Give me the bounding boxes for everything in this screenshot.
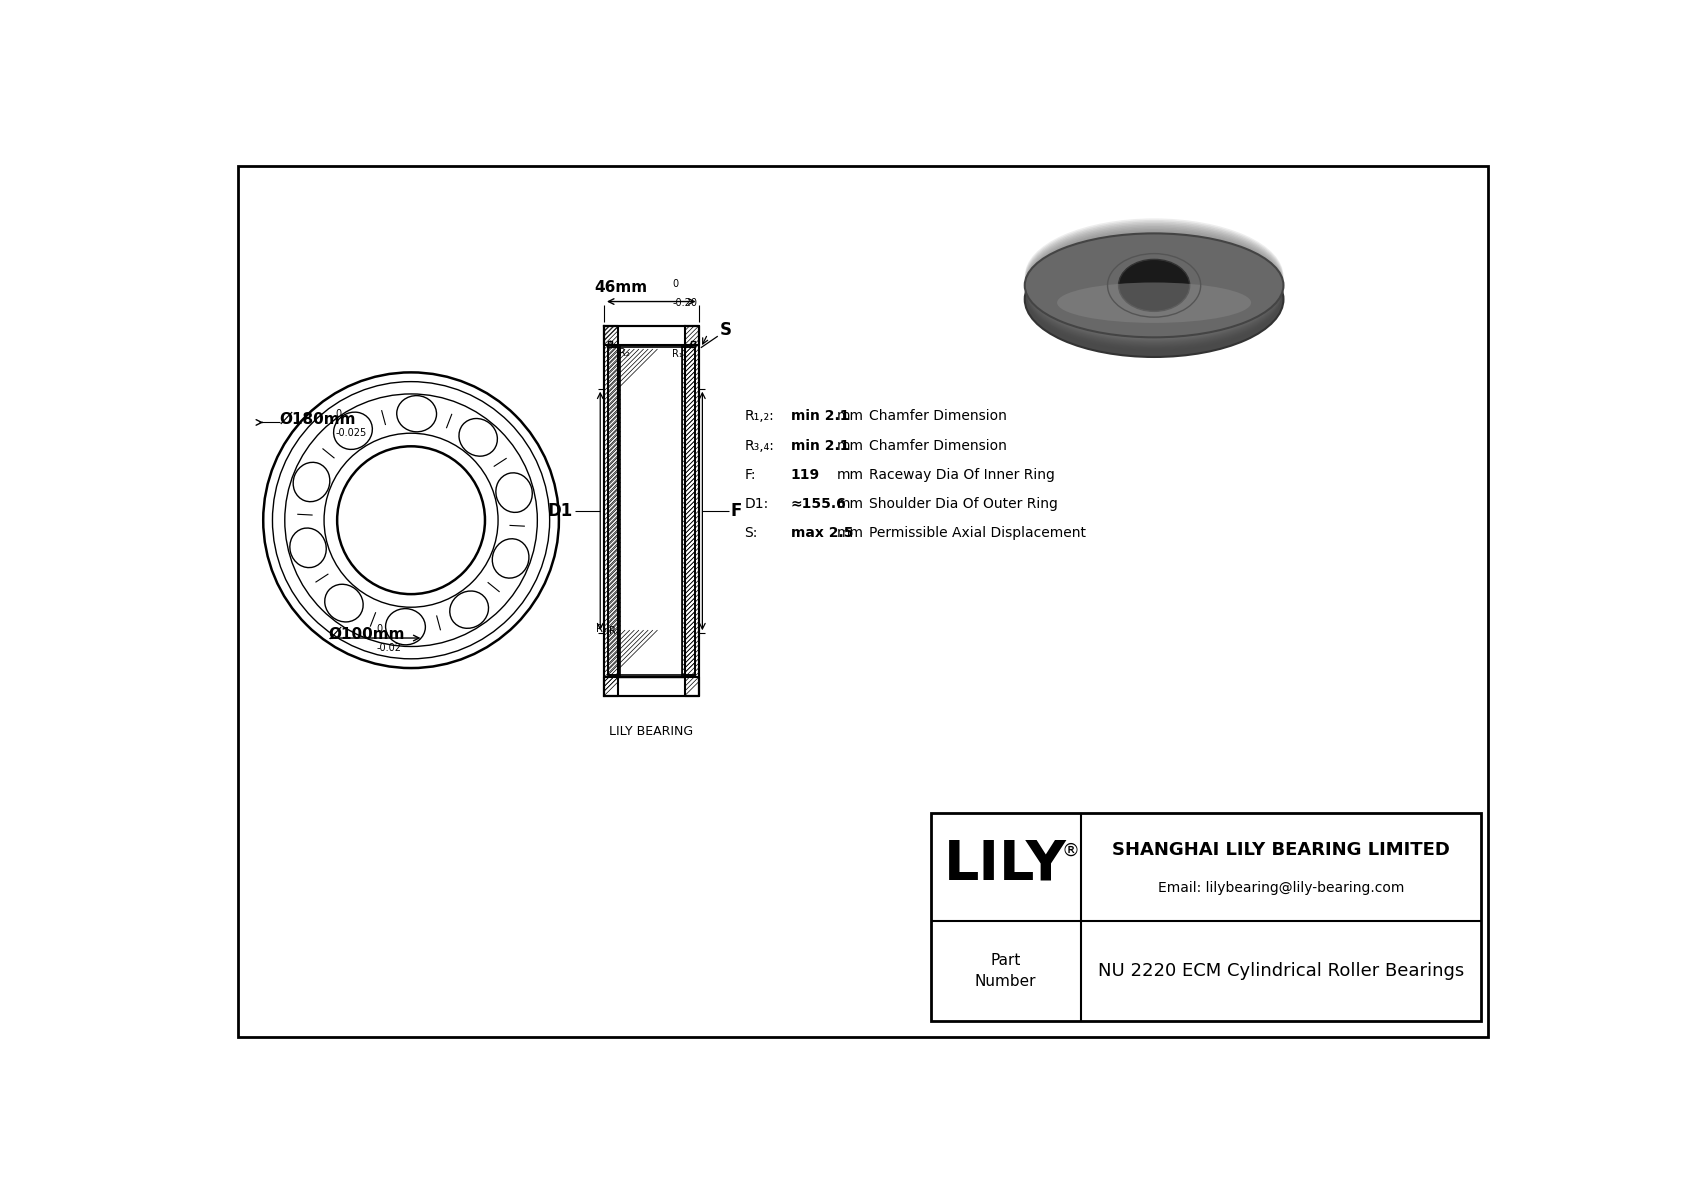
Ellipse shape — [1027, 245, 1282, 350]
Text: mm: mm — [837, 468, 864, 482]
Ellipse shape — [1026, 237, 1282, 345]
Text: min 2.1: min 2.1 — [791, 438, 849, 453]
Bar — [685, 326, 699, 696]
Ellipse shape — [1026, 235, 1282, 344]
Text: Raceway Dia Of Inner Ring: Raceway Dia Of Inner Ring — [869, 468, 1056, 482]
Text: Ø180mm: Ø180mm — [280, 411, 357, 426]
Text: R₃: R₃ — [596, 624, 606, 634]
Ellipse shape — [1026, 232, 1282, 342]
Text: ®: ® — [1061, 842, 1079, 860]
Ellipse shape — [1026, 218, 1283, 333]
Text: R₁,₂:: R₁,₂: — [744, 410, 775, 423]
Text: ≈155.6: ≈155.6 — [791, 497, 847, 511]
Ellipse shape — [1027, 244, 1282, 349]
Text: LILY: LILY — [945, 837, 1068, 892]
Text: -0.20: -0.20 — [674, 299, 697, 308]
Text: Chamfer Dimension: Chamfer Dimension — [869, 410, 1007, 423]
Ellipse shape — [1026, 224, 1283, 337]
Ellipse shape — [1026, 233, 1282, 343]
Text: Chamfer Dimension: Chamfer Dimension — [869, 438, 1007, 453]
Text: F: F — [731, 501, 741, 520]
Text: 0: 0 — [335, 409, 342, 418]
Text: S:: S: — [744, 526, 758, 541]
Text: Permissible Axial Displacement: Permissible Axial Displacement — [869, 526, 1086, 541]
Text: R₂: R₂ — [620, 348, 630, 357]
Text: mm: mm — [837, 497, 864, 511]
Text: -0.02: -0.02 — [377, 643, 401, 654]
Ellipse shape — [1027, 248, 1282, 351]
Ellipse shape — [1026, 223, 1283, 337]
Text: SHANGHAI LILY BEARING LIMITED: SHANGHAI LILY BEARING LIMITED — [1111, 841, 1450, 859]
Text: R₁: R₁ — [672, 349, 684, 360]
Bar — [605, 676, 699, 696]
Bar — [620, 347, 682, 675]
Bar — [605, 326, 618, 696]
Bar — [620, 630, 684, 673]
Text: D1:: D1: — [744, 497, 768, 511]
Bar — [605, 326, 699, 345]
Text: S: S — [721, 322, 733, 339]
Text: 0: 0 — [674, 279, 679, 289]
Bar — [605, 326, 699, 696]
Text: Shoulder Dia Of Outer Ring: Shoulder Dia Of Outer Ring — [869, 497, 1058, 511]
Text: D1: D1 — [547, 501, 573, 520]
Text: mm: mm — [837, 438, 864, 453]
Text: Email: lilybearing@lily-bearing.com: Email: lilybearing@lily-bearing.com — [1157, 880, 1404, 894]
Ellipse shape — [1118, 260, 1189, 311]
Text: 46mm: 46mm — [594, 280, 647, 295]
Text: NU 2220 ECM Cylindrical Roller Bearings: NU 2220 ECM Cylindrical Roller Bearings — [1098, 962, 1463, 980]
Text: R₃,₄:: R₃,₄: — [744, 438, 775, 453]
Ellipse shape — [1026, 233, 1283, 337]
Text: Part
Number: Part Number — [975, 953, 1036, 989]
Bar — [620, 349, 684, 392]
Text: 119: 119 — [791, 468, 820, 482]
Text: -0.025: -0.025 — [335, 428, 367, 438]
Text: F:: F: — [744, 468, 756, 482]
Bar — [682, 347, 695, 675]
Bar — [690, 341, 695, 347]
Text: max 2.5: max 2.5 — [791, 526, 854, 541]
Text: LILY BEARING: LILY BEARING — [610, 725, 694, 738]
Bar — [608, 341, 611, 347]
Ellipse shape — [1026, 220, 1283, 335]
Ellipse shape — [1058, 282, 1251, 323]
Bar — [931, 812, 1480, 1021]
Ellipse shape — [1027, 239, 1282, 347]
Ellipse shape — [1027, 241, 1282, 348]
Text: Ø100mm: Ø100mm — [328, 626, 406, 642]
Ellipse shape — [1026, 227, 1283, 339]
Text: mm: mm — [837, 410, 864, 423]
Text: R₄: R₄ — [610, 626, 620, 636]
Ellipse shape — [1026, 226, 1283, 338]
Ellipse shape — [1026, 222, 1283, 336]
Text: 0: 0 — [377, 624, 382, 634]
Text: mm: mm — [837, 526, 864, 541]
Ellipse shape — [1027, 243, 1282, 349]
Ellipse shape — [1026, 242, 1283, 357]
Ellipse shape — [1026, 231, 1283, 341]
Ellipse shape — [1027, 238, 1282, 345]
Bar — [608, 347, 620, 675]
Ellipse shape — [1026, 229, 1283, 341]
Text: min 2.1: min 2.1 — [791, 410, 849, 423]
